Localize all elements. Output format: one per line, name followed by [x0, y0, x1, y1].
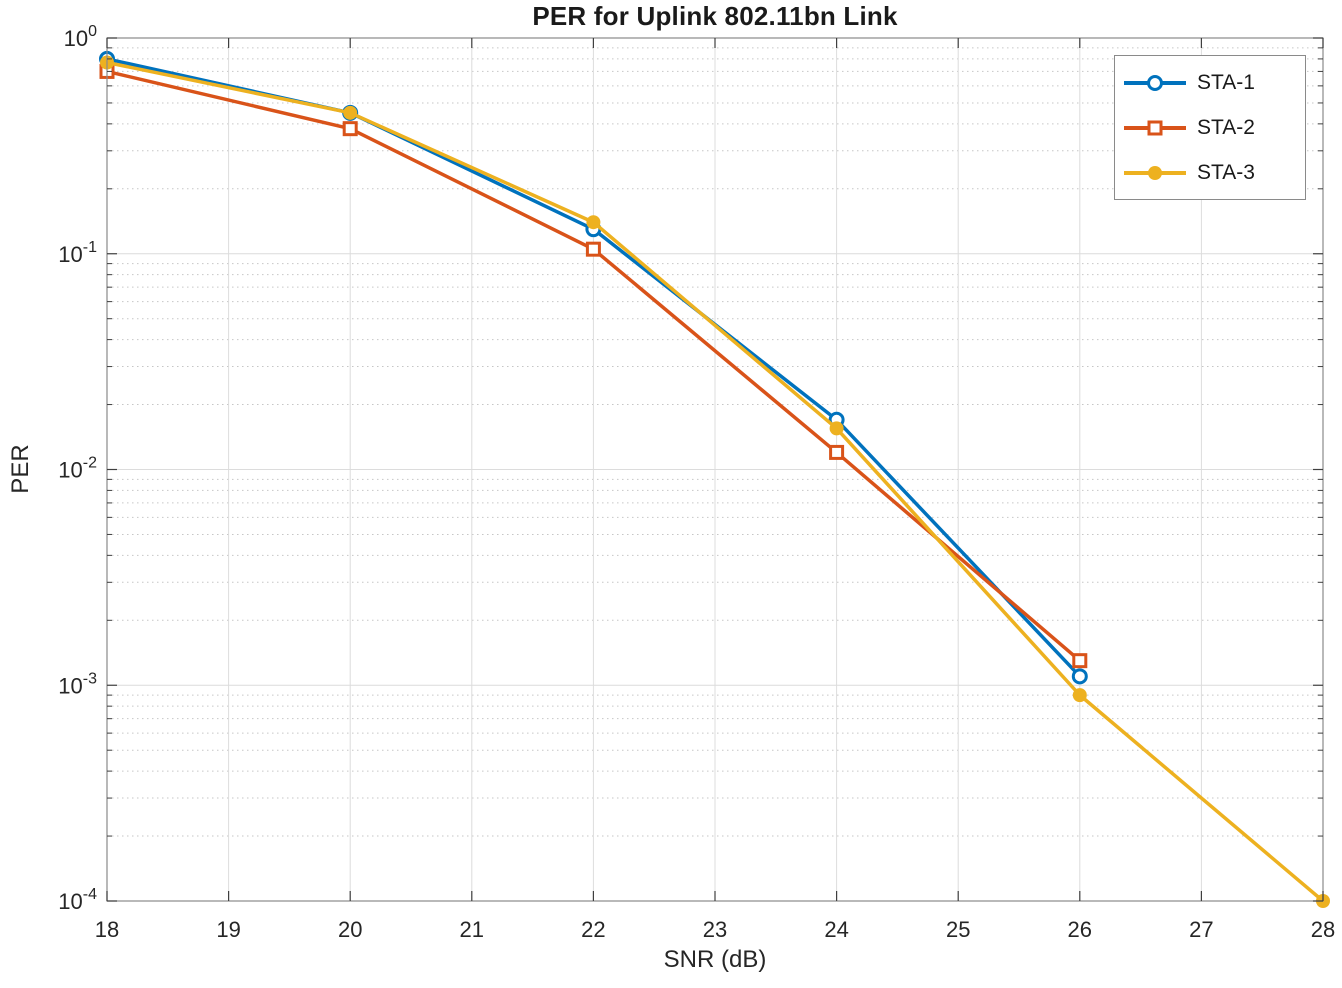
tick-marks [106, 37, 1324, 902]
svg-text:26: 26 [1068, 917, 1092, 942]
svg-text:18: 18 [95, 917, 119, 942]
legend-item-sta-3: STA-3 [1115, 161, 1305, 185]
legend-sample-sta-1-icon [1124, 74, 1186, 91]
svg-text:10-2: 10-2 [58, 455, 97, 483]
legend-sample-sta-3-icon [1124, 165, 1186, 180]
legend-item-sta-2: STA-2 [1115, 116, 1305, 140]
x-tick-labels: 18 19 20 21 22 23 24 25 26 27 28 [95, 917, 1335, 942]
svg-text:25: 25 [946, 917, 970, 942]
svg-text:100: 100 [64, 23, 97, 51]
svg-text:21: 21 [460, 917, 484, 942]
y-tick-labels: 100 10-1 10-2 10-3 10-4 [58, 23, 97, 914]
svg-text:27: 27 [1189, 917, 1213, 942]
svg-text:23: 23 [703, 917, 727, 942]
svg-text:22: 22 [581, 917, 605, 942]
svg-text:10-1: 10-1 [58, 239, 97, 267]
legend-label-sta-1: STA-1 [1197, 70, 1255, 94]
legend: STA-1 STA-2 STA-3 [1114, 55, 1306, 200]
svg-text:28: 28 [1311, 917, 1335, 942]
series-line-sta-3 [105, 60, 1325, 903]
legend-label-sta-3: STA-3 [1197, 160, 1255, 184]
chart-title: PER for Uplink 802.11bn Link [532, 1, 898, 31]
y-axis-label: PER [7, 444, 34, 494]
svg-text:10-4: 10-4 [58, 886, 97, 914]
svg-text:19: 19 [216, 917, 240, 942]
legend-sample-sta-2-icon [1124, 120, 1186, 135]
svg-text:24: 24 [824, 917, 848, 942]
legend-label-sta-2: STA-2 [1197, 115, 1255, 139]
x-axis-label: SNR (dB) [663, 946, 767, 973]
legend-item-sta-1: STA-1 [1115, 71, 1305, 95]
svg-text:20: 20 [338, 917, 362, 942]
svg-text:10-3: 10-3 [58, 670, 97, 698]
